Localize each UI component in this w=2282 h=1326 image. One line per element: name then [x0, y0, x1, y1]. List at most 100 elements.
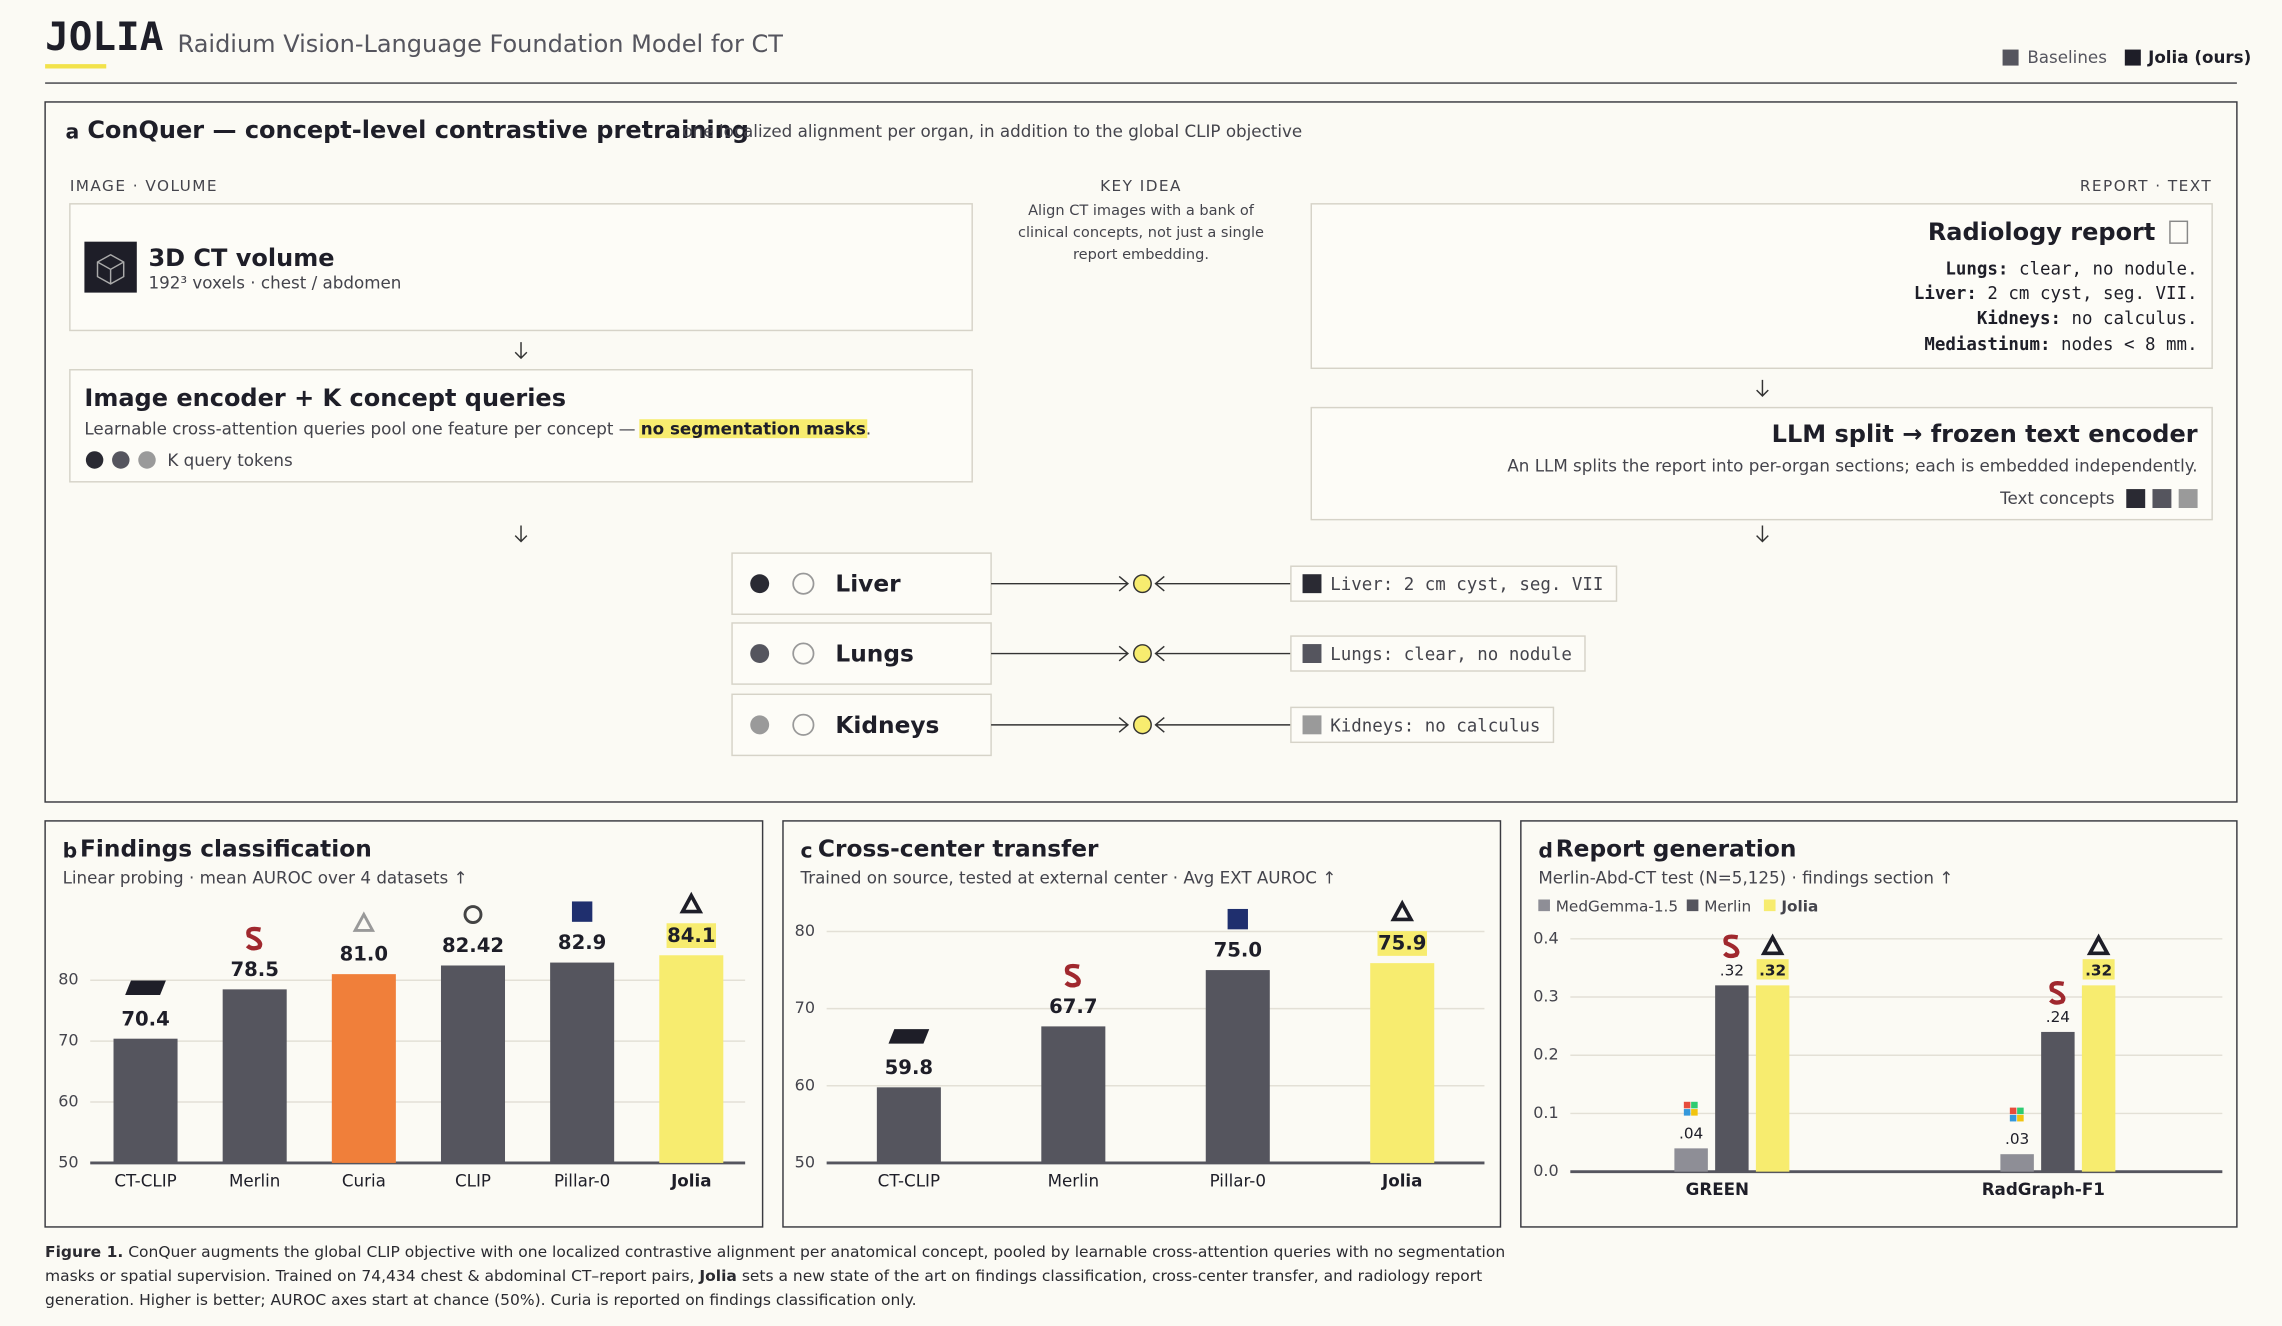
value-label: .32: [1759, 961, 1786, 979]
value-label: 78.5: [230, 958, 278, 981]
brand-subtitle: Raidium Vision-Language Foundation Model…: [178, 30, 784, 58]
y-tick-label: 0.3: [1533, 987, 1558, 1006]
report-key: Liver:: [1914, 284, 1977, 304]
report-value: clear, no nodule.: [2008, 259, 2197, 279]
report-key: Kidneys:: [1977, 309, 2061, 329]
y-tick-label: 0.2: [1533, 1045, 1558, 1064]
caption: Figure 1. ConQuer augments the global CL…: [45, 1240, 1545, 1312]
bar: [2041, 1031, 2075, 1172]
bar: [1674, 1148, 1708, 1172]
caption-label: Figure 1.: [45, 1243, 124, 1261]
y-tick-label: 0.0: [1533, 1161, 1558, 1180]
section-label: REPORT · TEXT: [2080, 177, 2212, 195]
concepts-label: Text concepts: [1999, 488, 2115, 508]
value-label: .32: [2085, 961, 2112, 979]
logo: [245, 926, 263, 951]
logo: [679, 891, 704, 914]
x-tick-label: Jolia: [1381, 1170, 1422, 1190]
y-tick-label: 70: [795, 998, 815, 1017]
legend-swatch: [1686, 899, 1699, 912]
x-tick-label: Curia: [342, 1170, 386, 1190]
logo: [1064, 963, 1081, 988]
y-tick-label: 0.1: [1533, 1103, 1558, 1122]
token-dot: [112, 451, 130, 469]
panel-letter: a: [65, 120, 79, 144]
align-point: [1132, 574, 1152, 594]
bar: [1205, 970, 1270, 1163]
label-highlight: [1377, 931, 1427, 956]
logo: [1683, 1109, 1691, 1116]
report-line: Kidneys: no calculus.: [1977, 309, 2198, 329]
x-tick-label: Pillar-0: [1210, 1170, 1266, 1190]
panel-letter: d: [1538, 838, 1553, 862]
brand-title: JOLIA: [45, 15, 164, 60]
organ-dot: [750, 574, 770, 594]
bar: [2000, 1154, 2034, 1172]
ct-title: 3D CT volume: [148, 244, 334, 272]
flow-arrows: [514, 342, 1769, 543]
concept-swatch: [2126, 489, 2146, 509]
value-label: 82.42: [442, 934, 504, 957]
report-value: nodes < 8 mm.: [2050, 335, 2197, 355]
panel-subtitle: Trained on source, tested at external ce…: [799, 868, 1336, 888]
logo: [2009, 1114, 2017, 1122]
logo: [1723, 934, 1740, 959]
y-tick-label: 60: [58, 1092, 78, 1111]
concept-swatch: [1302, 715, 1322, 735]
value-label: 81.0: [340, 943, 388, 966]
report-box: [1310, 203, 2213, 370]
x-tick-label: RadGraph-F1: [1982, 1179, 2105, 1199]
bar: [440, 965, 506, 1163]
panel-title: ConQuer — concept-level contrastive pret…: [87, 116, 749, 144]
panel-subtitle: one localized alignment per organ, in ad…: [683, 121, 1303, 141]
legend-label: MedGemma-1.5: [1556, 897, 1678, 915]
bar: [222, 989, 287, 1163]
value-label: 70.4: [121, 1007, 169, 1030]
logo: [2017, 1107, 2024, 1115]
organ-label: Kidneys: [835, 712, 939, 739]
panel-letter: c: [800, 838, 812, 862]
key-idea-text: Align CT images with a bank of: [1028, 202, 1255, 219]
llm-title: LLM split → frozen text encoder: [1772, 420, 2198, 448]
value-label: .03: [2005, 1130, 2029, 1148]
bar: [659, 955, 724, 1163]
y-tick-label: 0.4: [1533, 928, 1558, 947]
logo: [1691, 1109, 1698, 1116]
legend-label: Jolia (ours): [2147, 47, 2251, 67]
value-label: 59.8: [885, 1056, 933, 1079]
bar: [1370, 963, 1435, 1163]
caption-text: ConQuer augments the global CLIP objecti…: [45, 1243, 1506, 1285]
organ-box: [731, 552, 992, 615]
align-arrow: [1154, 645, 1291, 662]
panel-title: Cross-center transfer: [818, 836, 1099, 863]
logo: [2017, 1114, 2024, 1122]
bar: [876, 1087, 941, 1163]
panel-title: Findings classification: [80, 836, 372, 863]
encoder-title: Image encoder + K concept queries: [84, 384, 566, 412]
label-highlight: [666, 923, 717, 948]
token-dot: [138, 451, 156, 469]
concept-text: Lungs: clear, no nodule: [1330, 645, 1572, 665]
y-tick-label: 50: [58, 1152, 78, 1171]
token-dot: [85, 451, 104, 469]
concept-box: [1290, 565, 1618, 602]
logo: [2049, 981, 2066, 1005]
concept-swatch: [1302, 574, 1322, 594]
organ-label: Lungs: [835, 640, 913, 667]
report-key: Mediastinum:: [1924, 335, 2050, 355]
section-label: KEY IDEA: [1100, 177, 1182, 195]
organ-box: [731, 693, 992, 757]
report-line: Lungs: clear, no nodule.: [1945, 259, 2197, 279]
align-arrow: [991, 575, 1130, 592]
section-label: IMAGE · VOLUME: [70, 177, 218, 195]
ct-box: [69, 203, 973, 332]
value-label: 75.9: [1378, 932, 1426, 955]
organ-icon: [792, 572, 815, 595]
panel-frame: [1520, 820, 2238, 1228]
logo: [1760, 933, 1785, 956]
legend-swatch: [1538, 899, 1550, 912]
organ-box: [731, 622, 992, 685]
report-value: 2 cm cyst, seg. VII.: [1977, 284, 2198, 304]
align-arrow: [1154, 575, 1291, 592]
